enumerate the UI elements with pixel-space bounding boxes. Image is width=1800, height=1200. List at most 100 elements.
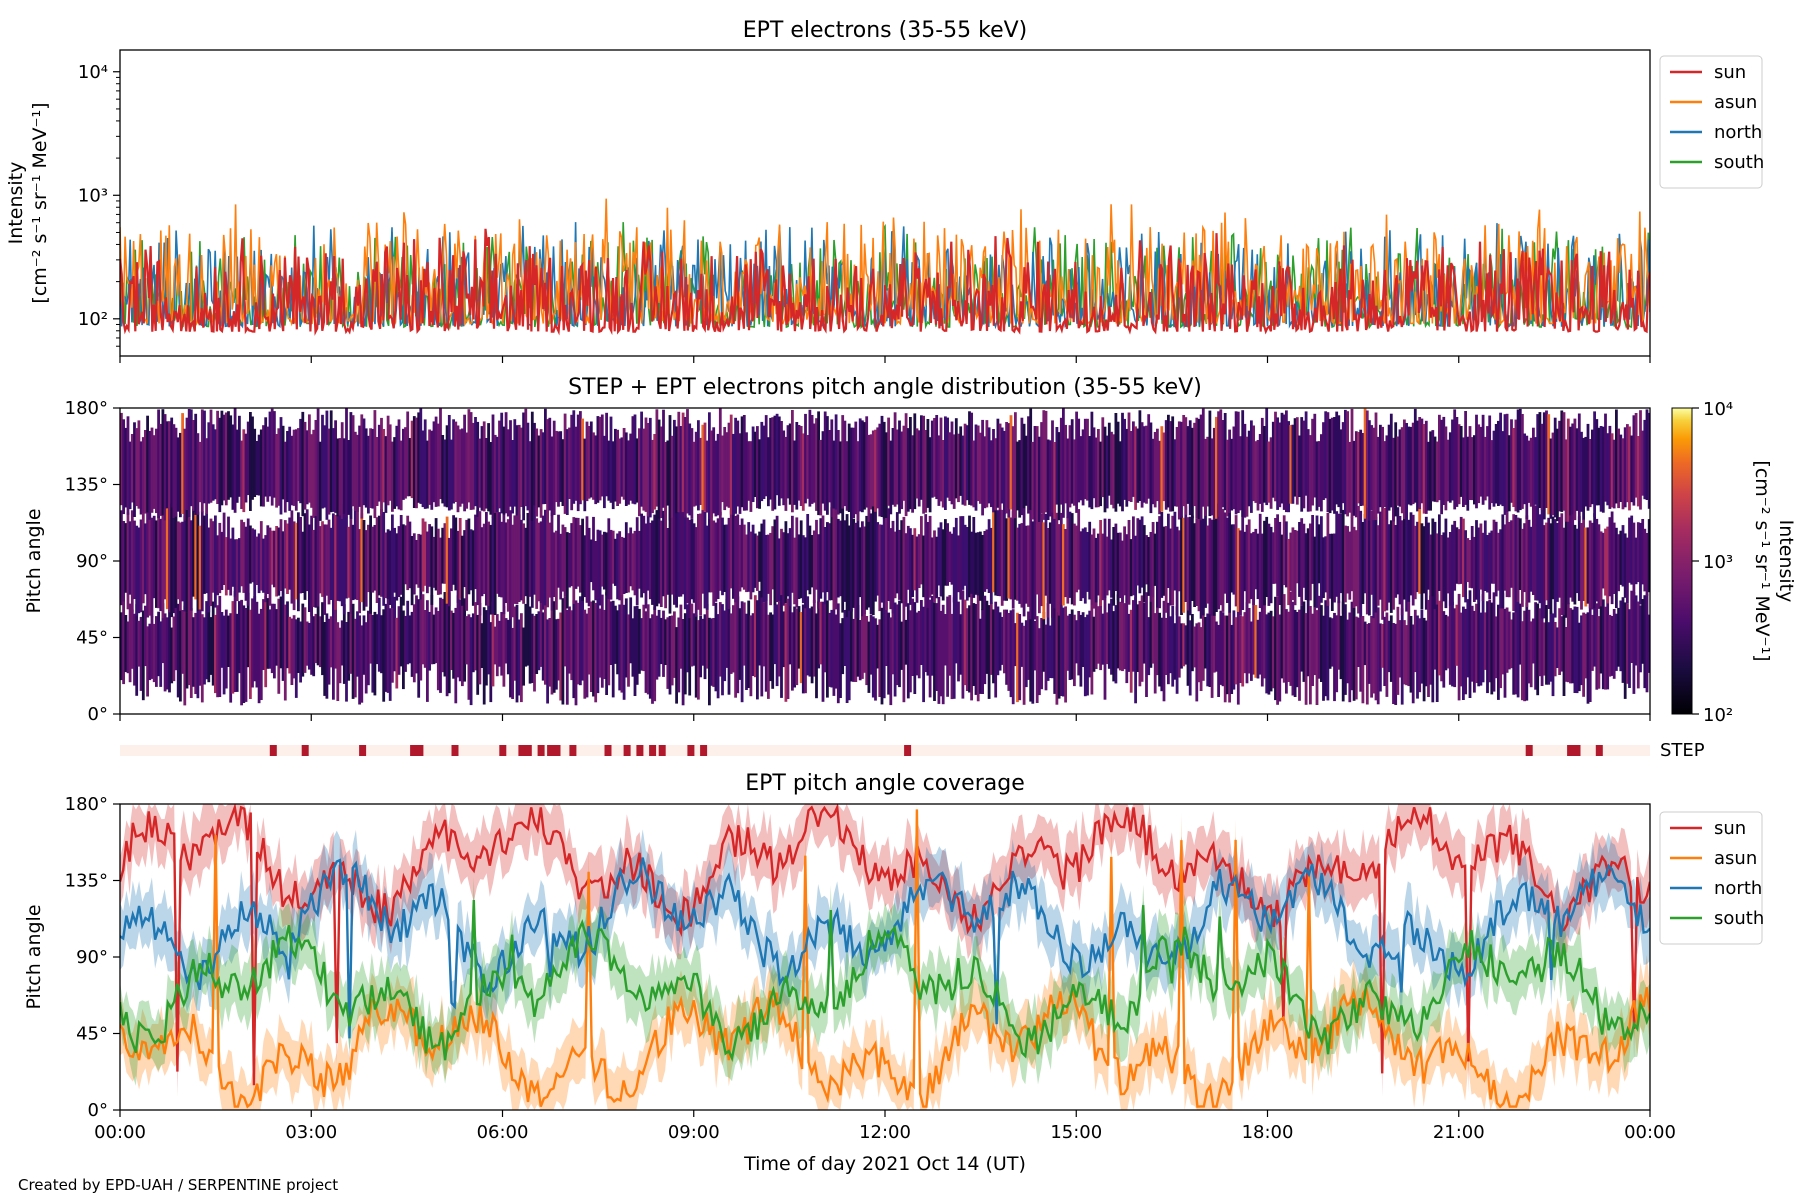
heatmap-cell xyxy=(609,601,613,665)
heatmap-cell xyxy=(323,622,327,696)
heatmap-cell xyxy=(780,421,783,499)
heatmap-cell xyxy=(1243,612,1247,674)
heatmap-cell xyxy=(701,424,705,511)
heatmap-cell xyxy=(1094,596,1098,669)
heatmap-cell xyxy=(1140,422,1144,508)
heatmap-cell xyxy=(1580,431,1583,512)
heatmap-cell xyxy=(714,440,718,517)
heatmap-cell xyxy=(574,517,578,589)
heatmap-cell xyxy=(826,522,829,593)
heatmap-cell xyxy=(1274,518,1277,584)
heatmap-cell xyxy=(1604,528,1607,596)
heatmap-cell xyxy=(804,413,807,504)
heatmap-cell xyxy=(655,615,659,680)
heatmap-cell xyxy=(353,431,357,511)
heatmap-cell xyxy=(349,412,353,519)
heatmap-cell xyxy=(1593,411,1596,518)
heatmap-cell xyxy=(133,520,136,599)
heatmap-cell xyxy=(419,599,423,681)
heatmap-cell xyxy=(675,627,678,704)
heatmap-cell xyxy=(878,423,882,517)
heatmap-cell xyxy=(742,602,746,666)
heatmap-cell xyxy=(1435,594,1439,702)
heatmap-cell xyxy=(957,535,960,593)
heatmap-cell xyxy=(255,536,259,585)
heatmap-cell xyxy=(1022,625,1026,705)
heatmap-cell xyxy=(924,514,928,596)
heatmap-cell xyxy=(436,528,440,595)
heatmap-cell xyxy=(594,435,598,505)
heatmap-cell xyxy=(1532,618,1535,664)
heatmap-cell xyxy=(1186,517,1190,611)
heatmap-cell xyxy=(686,604,689,673)
heatmap-cell xyxy=(1145,592,1148,697)
heatmap-cell xyxy=(1107,603,1111,669)
step-mark xyxy=(1567,745,1575,756)
series-band-sun xyxy=(120,804,1650,1110)
heatmap-cell xyxy=(791,410,794,513)
heatmap-cell xyxy=(856,605,860,677)
heatmap-cell xyxy=(465,616,469,665)
heatmap-cell xyxy=(550,512,554,611)
heatmap-cell xyxy=(417,599,421,698)
heatmap-cell xyxy=(467,614,471,700)
heatmap-cell xyxy=(218,522,222,594)
heatmap-cell xyxy=(1647,614,1650,673)
heatmap-cell xyxy=(163,414,167,521)
heatmap-cell xyxy=(1435,533,1439,605)
heatmap-cell xyxy=(1320,434,1323,512)
heatmap-cell xyxy=(1276,596,1279,705)
heatmap-cell xyxy=(369,428,372,508)
heatmap-cell xyxy=(710,618,713,686)
heatmap-cell xyxy=(812,423,816,503)
heatmap-cell xyxy=(1612,522,1616,594)
heatmap-cell xyxy=(513,515,517,604)
heatmap-cell xyxy=(283,441,287,513)
heatmap-cell xyxy=(353,618,357,698)
heatmap-cell xyxy=(1180,421,1183,518)
heatmap-cell xyxy=(174,427,178,517)
heatmap-cell xyxy=(867,434,871,522)
heatmap-cell xyxy=(1291,527,1295,600)
heatmap-cell xyxy=(1016,527,1019,601)
heatmap-cell xyxy=(1278,614,1282,702)
heatmap-cell xyxy=(1335,511,1339,597)
heatmap-cell xyxy=(421,594,425,665)
heatmap-cell xyxy=(1514,606,1518,695)
heatmap-cell xyxy=(290,618,294,685)
heatmap-cell xyxy=(1055,512,1059,617)
heatmap-cell xyxy=(1400,427,1404,514)
heatmap-cell xyxy=(1223,512,1227,594)
heatmap-cell xyxy=(124,427,128,508)
heatmap-cell xyxy=(509,612,512,698)
heatmap-cell xyxy=(1433,436,1437,502)
heatmap-cell xyxy=(358,425,361,507)
heatmap-cell xyxy=(495,614,499,677)
heatmap-cell xyxy=(209,409,213,503)
heatmap-cell xyxy=(126,416,130,515)
heatmap-cell xyxy=(227,516,230,590)
heatmap-cell xyxy=(749,441,753,512)
heatmap-cell xyxy=(1118,601,1122,671)
heatmap-cell xyxy=(762,602,766,667)
heatmap-cell xyxy=(391,441,394,512)
heatmap-cell xyxy=(1479,523,1483,590)
heatmap-cell xyxy=(773,592,777,665)
heatmap-cell xyxy=(1311,515,1314,584)
heatmap-cell xyxy=(1468,540,1472,588)
heatmap-cell xyxy=(1324,600,1328,697)
heatmap-cell xyxy=(528,441,532,519)
heatmap-cell xyxy=(198,525,202,610)
heatmap-cell xyxy=(1276,514,1279,596)
heatmap-cell xyxy=(1027,611,1030,680)
panel1-ytick-label: 10³ xyxy=(78,185,108,206)
heatmap-cell xyxy=(1361,522,1365,604)
heatmap-cell xyxy=(1033,507,1037,620)
heatmap-cell xyxy=(1014,412,1017,519)
panel1-ytick-label: 10⁴ xyxy=(78,62,108,83)
heatmap-cell xyxy=(498,512,501,597)
heatmap-cell xyxy=(137,527,141,614)
heatmap-cell xyxy=(1558,608,1561,675)
heatmap-cell xyxy=(1636,522,1640,583)
heatmap-cell xyxy=(1545,410,1548,508)
